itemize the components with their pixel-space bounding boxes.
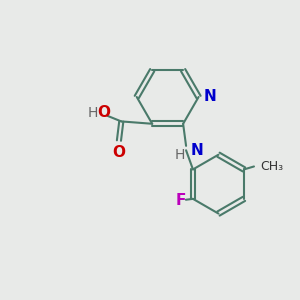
Text: CH₃: CH₃	[261, 160, 284, 173]
Text: H: H	[174, 148, 185, 162]
Text: N: N	[204, 89, 217, 104]
Text: H: H	[88, 106, 98, 120]
Text: O: O	[97, 105, 110, 120]
Text: O: O	[112, 145, 125, 160]
Text: N: N	[190, 143, 203, 158]
Text: F: F	[176, 193, 186, 208]
